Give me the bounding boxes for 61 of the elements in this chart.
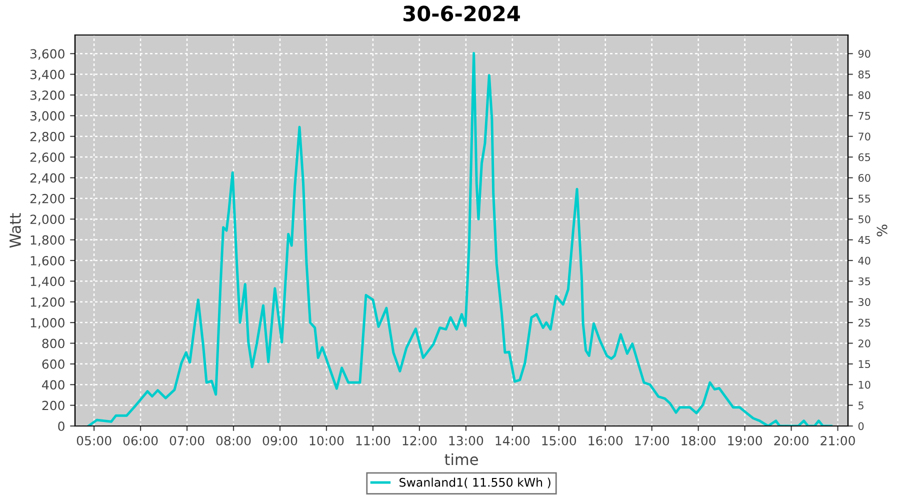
y-tick-label: 2,000 — [30, 214, 64, 226]
y2-tick-label: 35 — [858, 277, 870, 286]
x-tick-label: 07:00 — [170, 436, 204, 446]
x-tick-label: 11:00 — [356, 436, 390, 446]
y-tick-label: 3,200 — [30, 90, 64, 102]
x-tick-label: 16:00 — [588, 436, 623, 446]
y2-tick-label: 25 — [858, 318, 870, 327]
y2-tick-label: 45 — [858, 236, 870, 244]
y2-tick-label: 75 — [858, 112, 870, 120]
x-tick-label: 17:00 — [635, 436, 670, 446]
y2-tick-label: 30 — [858, 298, 870, 306]
y2-tick-label: 60 — [858, 174, 870, 182]
y-tick-label: 3,400 — [30, 70, 64, 81]
y-tick-label: 200 — [42, 400, 64, 410]
y2-tick-label: 80 — [858, 91, 870, 100]
x-tick-label: 06:00 — [123, 436, 158, 446]
y2-tick-label: 40 — [858, 256, 870, 265]
y-tick-label: 1,200 — [30, 297, 64, 308]
x-tick-label: 14:00 — [496, 436, 530, 446]
y-tick-label: 2,800 — [30, 132, 64, 143]
x-tick-label: 19:00 — [728, 436, 762, 446]
y2-tick-label: 0 — [858, 422, 864, 430]
x-tick-label: 18:00 — [682, 436, 716, 446]
y2-tick-label: 55 — [858, 194, 870, 203]
y2-tick-label: 65 — [858, 153, 870, 162]
x-tick-label: 20:00 — [774, 436, 808, 446]
x-tick-label: 05:00 — [76, 436, 112, 446]
y-tick-label: 600 — [42, 359, 64, 369]
x-tick-label: 10:00 — [310, 436, 344, 446]
y-tick-label: 1,400 — [30, 276, 64, 288]
y-tick-label: 3,600 — [30, 49, 64, 60]
y2-tick-label: 20 — [858, 339, 870, 348]
y-tick-label: 400 — [42, 380, 64, 390]
y2-tick-label: 15 — [858, 360, 870, 368]
y2-tick-label: 5 — [858, 402, 864, 410]
x-tick-label: 13:00 — [449, 436, 484, 446]
line-series — [87, 52, 833, 426]
y-tick-label: 1,000 — [30, 318, 64, 329]
y-axis-title: Watt — [10, 213, 21, 248]
y2-tick-label: 10 — [858, 380, 870, 389]
y-tick-label: 2,200 — [30, 194, 64, 205]
y-tick-label: 1,600 — [30, 256, 64, 267]
y2-tick-label: 90 — [858, 50, 870, 58]
y-tick-label: 2,600 — [30, 152, 64, 164]
y-tick-label: 1,800 — [30, 235, 64, 246]
x-tick-label: 08:00 — [216, 436, 251, 446]
x-axis-title: time — [444, 453, 478, 466]
x-tick-label: 21:00 — [820, 436, 855, 446]
x-tick-label: 15:00 — [542, 436, 576, 446]
y-tick-label: 2,400 — [30, 173, 64, 184]
chart-title: 30-6-2024 — [404, 6, 520, 22]
x-tick-label: 12:00 — [402, 436, 437, 446]
y2-tick-label: 70 — [858, 132, 870, 140]
legend-label: Swanland1( 11.550 kWh ) — [400, 478, 550, 488]
y-tick-label: 3,000 — [30, 111, 64, 122]
y2-axis-title: % — [876, 224, 888, 236]
x-tick-label: 09:00 — [262, 436, 298, 446]
y2-tick-label: 85 — [858, 70, 870, 78]
y-tick-label: 800 — [42, 338, 64, 348]
y2-tick-label: 50 — [858, 215, 870, 224]
y-tick-label: 0 — [58, 421, 64, 431]
